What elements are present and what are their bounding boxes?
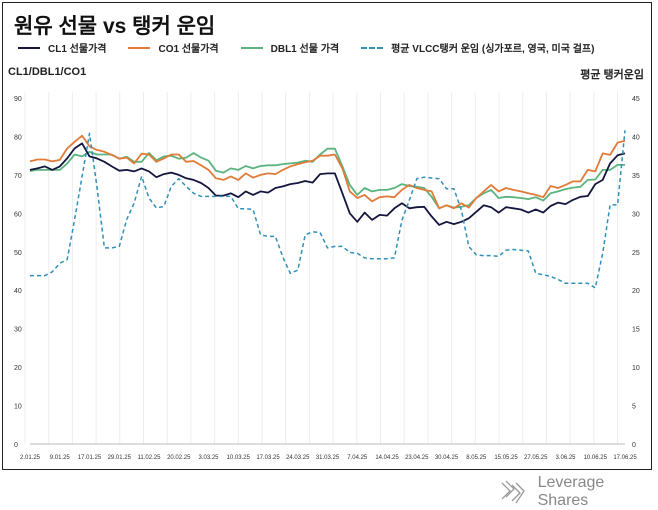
x-tick-label: 9.01.25 [50, 455, 71, 461]
x-tick-label: 20.02.25 [167, 455, 191, 461]
legend-label-co1: CO1 선물가격 [158, 44, 219, 55]
x-tick-label: 17.06.25 [613, 455, 637, 461]
x-tick-label: 3.06.25 [555, 455, 576, 461]
y-right-tick-label: 5 [632, 404, 636, 411]
legend-item-tanker: 평균 VLCC탱커 운임 (싱가포르, 영국, 미국 걸프) [361, 40, 594, 55]
y-right-tick-label: 20 [632, 288, 640, 295]
x-tick-label: 17.03.25 [256, 455, 280, 461]
legend-item-cl1: CL1 선물가격 [18, 40, 106, 55]
y-right-tick-label: 25 [632, 250, 640, 257]
legend-label-dbl1: DBL1 선물 가격 [270, 44, 340, 55]
series-line-cl1 [29, 142, 626, 226]
brand-logo: Leverage Shares [496, 474, 658, 510]
legend-swatch-cl1 [18, 46, 40, 49]
y-tick-label: 0 [14, 442, 18, 449]
series-line-tanker [30, 130, 626, 289]
x-tick-label: 29.01.25 [108, 455, 132, 461]
y-right-tick-label: 15 [632, 327, 640, 334]
y-tick-label: 80 [14, 134, 22, 141]
y-right-tick-label: 45 [632, 96, 640, 103]
x-tick-label: 3.03.25 [198, 455, 219, 461]
x-tick-label: 17.01.25 [78, 455, 102, 461]
y-tick-label: 20 [14, 365, 22, 372]
y-right-tick-label: 0 [632, 442, 636, 449]
y-tick-label: 30 [14, 327, 22, 334]
legend-label-cl1: CL1 선물가격 [48, 44, 107, 55]
y-tick-label: 60 [14, 211, 22, 218]
series-line-dbl1 [29, 147, 625, 210]
y-right-tick-label: 35 [632, 173, 640, 180]
x-tick-label: 10.06.25 [584, 455, 608, 461]
y-right-tick-label: 40 [632, 134, 640, 141]
legend-swatch-tanker [361, 46, 384, 49]
x-tick-label: 11.02.25 [138, 455, 162, 461]
legend-swatch-dbl1 [240, 46, 263, 49]
legend-item-dbl1: DBL1 선물 가격 [240, 40, 340, 55]
x-tick-label: 10.03.25 [227, 455, 251, 461]
x-tick-label: 27.05.25 [524, 455, 548, 461]
y-right-tick-label: 30 [632, 211, 640, 218]
y-tick-label: 10 [14, 404, 22, 411]
x-tick-label: 7.04.25 [347, 455, 368, 461]
x-tick-label: 31.03.25 [316, 455, 340, 461]
x-tick-label: 30.04.25 [435, 455, 459, 461]
y-tick-label: 40 [14, 288, 22, 295]
x-tick-label: 14.04.25 [375, 455, 399, 461]
legend-swatch-co1 [128, 46, 151, 49]
x-tick-label: 23.04.25 [405, 455, 429, 461]
chart-title: 원유 선물 vs 탱커 운임 [14, 15, 216, 38]
chart-frame [2, 2, 652, 470]
brand-name: Leverage Shares [537, 474, 605, 509]
legend: CL1 선물가격 CO1 선물가격 DBL1 선물 가격 평균 VLCC탱커 운… [18, 40, 594, 55]
y-tick-label: 70 [14, 173, 22, 180]
y-tick-label: 90 [14, 96, 22, 103]
left-axis-title: CL1/DBL1/CO1 [8, 66, 87, 78]
legend-item-co1: CO1 선물가격 [128, 40, 219, 55]
right-axis-title: 평균 탱커운임 [580, 69, 644, 81]
x-tick-label: 8.05.25 [466, 455, 487, 461]
x-tick-label: 2.01.25 [20, 455, 41, 461]
x-tick-label: 24.03.25 [286, 455, 310, 461]
y-right-tick-label: 10 [632, 365, 640, 372]
x-tick-label: 15.05.25 [494, 455, 518, 461]
leverage-shares-logo-icon [501, 480, 525, 504]
legend-label-tanker: 평균 VLCC탱커 운임 (싱가포르, 영국, 미국 걸프) [391, 44, 595, 55]
y-tick-label: 50 [14, 250, 22, 257]
series-line-co1 [29, 134, 626, 210]
